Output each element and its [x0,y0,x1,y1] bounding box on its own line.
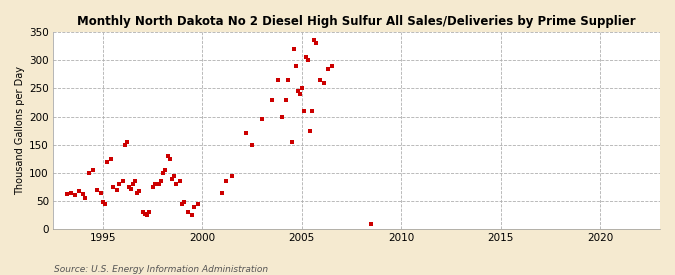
Point [189,205,200,209]
Point [227,174,238,178]
Point [126,186,136,191]
Point [175,179,186,184]
Point [133,189,144,193]
Point [153,182,164,186]
Point [193,202,204,206]
Point [300,55,311,59]
Point [157,171,168,175]
Point [143,210,154,214]
Point [95,191,106,195]
Point [310,41,321,45]
Point [221,179,232,184]
Point [326,64,337,68]
Point [171,182,182,186]
Point [246,142,257,147]
Point [139,211,150,216]
Point [117,179,128,184]
Point [290,64,301,68]
Text: Source: U.S. Energy Information Administration: Source: U.S. Energy Information Administ… [54,265,268,274]
Point [65,191,76,195]
Point [217,191,227,195]
Point [277,114,288,119]
Point [366,221,377,226]
Point [179,200,190,205]
Point [177,202,188,206]
Point [322,66,333,71]
Point [99,202,110,206]
Point [130,179,140,184]
Y-axis label: Thousand Gallons per Day: Thousand Gallons per Day [15,66,25,195]
Point [84,171,95,175]
Point [286,140,297,144]
Point [88,168,99,172]
Point [159,168,170,172]
Point [167,176,178,181]
Point [296,86,307,90]
Point [256,117,267,122]
Point [298,109,309,113]
Point [292,89,303,93]
Point [70,193,80,198]
Point [61,192,72,197]
Point [187,213,198,218]
Point [304,128,315,133]
Point [169,174,180,178]
Point [141,213,152,218]
Title: Monthly North Dakota No 2 Diesel High Sulfur All Sales/Deliveries by Prime Suppl: Monthly North Dakota No 2 Diesel High Su… [77,15,636,28]
Point [319,81,329,85]
Point [122,140,132,144]
Point [80,196,90,200]
Point [306,109,317,113]
Point [101,160,112,164]
Point [147,185,158,189]
Point [302,58,313,62]
Point [308,38,319,43]
Point [165,157,176,161]
Point [78,192,88,197]
Point [163,154,174,158]
Point [267,97,277,102]
Point [281,97,292,102]
Point [294,92,305,96]
Point [124,185,134,189]
Point [131,191,142,195]
Point [288,47,299,51]
Point [241,131,252,136]
Point [183,210,194,214]
Point [113,182,124,186]
Point [111,188,122,192]
Point [149,182,160,186]
Point [128,182,138,186]
Point [74,189,84,193]
Point [137,210,148,214]
Point [119,142,130,147]
Point [97,200,108,205]
Point [283,78,294,82]
Point [107,185,118,189]
Point [315,78,325,82]
Point [91,188,102,192]
Point [105,157,116,161]
Point [273,78,284,82]
Point [155,179,166,184]
